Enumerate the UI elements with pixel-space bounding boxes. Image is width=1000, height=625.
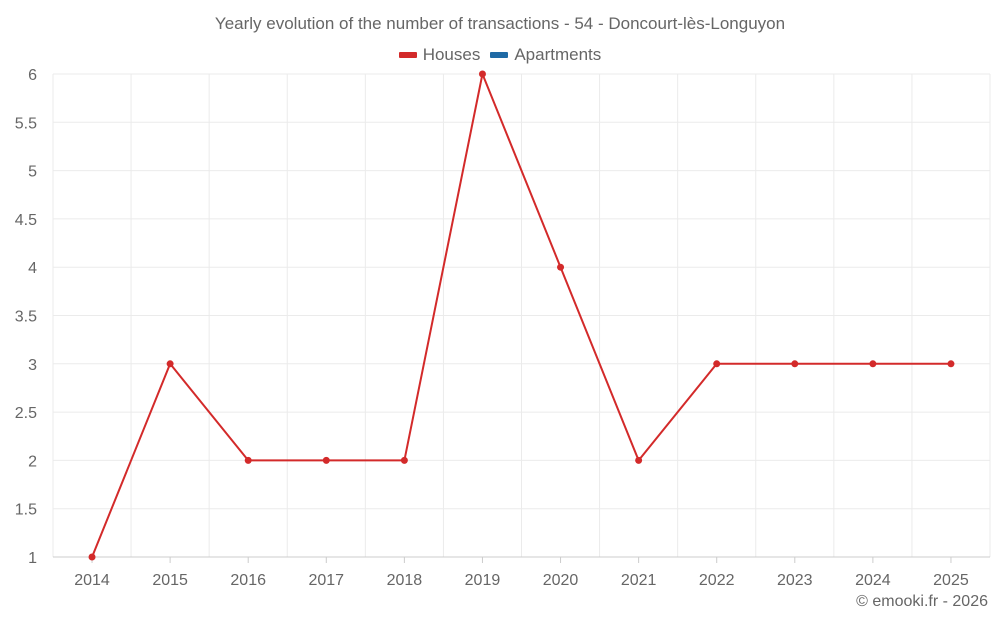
x-tick-label: 2021 xyxy=(621,572,657,589)
x-tick-label: 2025 xyxy=(933,572,969,589)
legend: Houses Apartments xyxy=(0,45,1000,65)
x-tick-label: 2022 xyxy=(699,572,735,589)
data-point-houses xyxy=(400,456,408,464)
x-tick-label: 2016 xyxy=(230,572,266,589)
x-tick-label: 2018 xyxy=(387,572,423,589)
data-point-houses xyxy=(166,360,174,368)
legend-label-houses: Houses xyxy=(422,45,481,64)
data-point-houses xyxy=(713,360,721,368)
x-tick-label: 2024 xyxy=(855,572,891,589)
chart-title: Yearly evolution of the number of transa… xyxy=(214,14,786,33)
data-point-houses xyxy=(322,456,330,464)
y-tick-label: 6 xyxy=(28,67,37,84)
y-tick-label: 3 xyxy=(28,357,37,374)
credit-text: © emooki.fr - 2026 xyxy=(856,593,988,610)
y-tick-label: 1 xyxy=(28,550,37,567)
x-tick-label: 2017 xyxy=(308,572,344,589)
series-line-houses xyxy=(91,73,951,558)
legend-item-houses[interactable]: Houses xyxy=(398,45,481,65)
data-point-houses xyxy=(869,360,877,368)
data-point-houses xyxy=(635,456,643,464)
y-tick-label: 4 xyxy=(28,260,37,277)
x-tick-label: 2014 xyxy=(74,572,110,589)
y-tick-label: 5 xyxy=(28,164,37,181)
data-point-houses xyxy=(947,360,955,368)
y-tick-label: 4.5 xyxy=(15,212,37,229)
y-tick-label: 2 xyxy=(28,453,37,470)
y-tick-label: 1.5 xyxy=(15,502,37,519)
data-point-houses xyxy=(791,360,799,368)
data-point-houses xyxy=(88,553,96,561)
y-tick-label: 5.5 xyxy=(15,115,37,132)
y-tick-label: 3.5 xyxy=(15,309,37,326)
data-point-houses xyxy=(557,263,565,271)
x-tick-label: 2015 xyxy=(152,572,188,589)
data-point-houses xyxy=(478,70,486,78)
legend-swatch-apartments xyxy=(490,52,509,58)
legend-item-apartments[interactable]: Apartments xyxy=(490,45,601,65)
legend-label-apartments: Apartments xyxy=(514,45,602,64)
x-tick-label: 2023 xyxy=(777,572,813,589)
data-point-houses xyxy=(244,456,252,464)
y-tick-label: 2.5 xyxy=(15,405,37,422)
x-tick-label: 2019 xyxy=(465,572,501,589)
legend-swatch-houses xyxy=(398,52,417,58)
x-tick-label: 2020 xyxy=(543,572,579,589)
